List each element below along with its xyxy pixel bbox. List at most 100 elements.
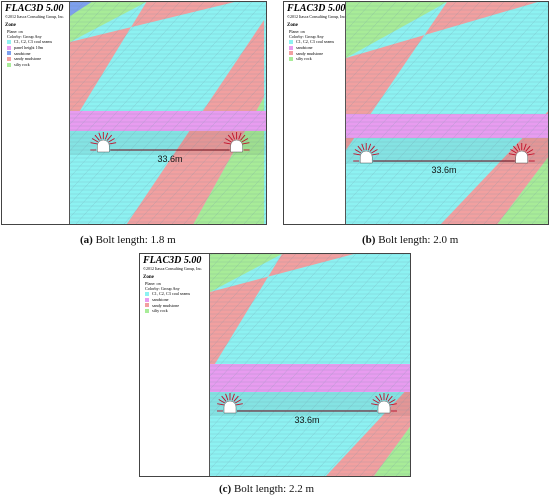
zone-heading: Zone — [5, 23, 16, 28]
legend-swatch — [289, 51, 293, 56]
rock-bolt — [525, 145, 531, 152]
colorby-text: Colorby: Group Any — [7, 34, 42, 40]
legend-swatch — [289, 40, 293, 45]
rock-bolt — [234, 399, 242, 404]
rock-bolt — [372, 153, 380, 156]
rock-bolt — [225, 138, 232, 143]
sandy-mudstone-band — [326, 386, 410, 476]
legend-entry: silty rock — [2, 62, 69, 68]
caption-text: Bolt length: 2.0 m — [375, 234, 459, 246]
span-label: 33.6m — [157, 154, 182, 164]
rock-bolt — [231, 393, 235, 401]
rock-bolt — [238, 132, 242, 140]
panel-a: FLAC3D 5.00 ©2012 Itasca Consulting Grou… — [1, 1, 267, 225]
legend-label: sandy mudstone — [296, 50, 324, 56]
rock-bolt — [388, 399, 396, 404]
legend-entry: sandstone — [2, 51, 69, 57]
sandstone-area — [70, 2, 92, 16]
legend-label: silty rock — [14, 61, 30, 67]
excavation-zone — [346, 138, 548, 164]
simulation-view: 33.6m — [70, 2, 266, 224]
sandy-mudstone-band — [346, 2, 538, 150]
legend-box: FLAC3D 5.00 ©2012 Itasca Consulting Grou… — [2, 2, 70, 224]
legend-items: C1, C2, C3 coal seams sandstone sandy muds… — [140, 291, 209, 313]
span-label: 33.6m — [431, 165, 456, 175]
tunnel-opening — [223, 400, 237, 414]
rock-bolt — [353, 153, 361, 156]
rock-bolt — [235, 403, 243, 406]
legend-swatch — [7, 51, 11, 56]
rock-bolt — [98, 132, 102, 140]
legend-label: sandy mudstone — [152, 302, 180, 308]
model-diagram: 33.6m — [70, 2, 266, 224]
legend-swatch — [7, 56, 11, 61]
legend-entry: panel height 10m — [2, 45, 69, 51]
legend-swatch — [7, 40, 11, 45]
rock-bolt — [510, 149, 517, 154]
rock-bolt — [233, 395, 239, 402]
copyright-text: ©2012 Itasca Consulting Group, Inc. — [143, 266, 203, 271]
span-label: 33.6m — [294, 415, 319, 425]
caption-b: (b) Bolt length: 2.0 m — [362, 234, 458, 246]
rock-bolt — [526, 149, 534, 154]
legend-swatch — [145, 303, 149, 308]
rock-bolt — [367, 143, 372, 151]
rock-bolt — [227, 134, 234, 141]
legend-entry: sandstone — [284, 45, 345, 51]
tunnel-opening — [360, 150, 373, 164]
legend-entry: C1, C2, C3 coal seams — [140, 291, 209, 297]
right-roadway — [371, 393, 397, 414]
caption-text: Bolt length: 2.2 m — [231, 483, 315, 495]
plane-text: Plane: on — [145, 281, 161, 286]
legend-label: C1, C2, C3 coal seams — [296, 39, 335, 45]
caption-c: (c) Bolt length: 2.2 m — [219, 483, 314, 495]
legend-label: panel height 10m — [14, 45, 44, 50]
rock-bolt — [90, 142, 98, 145]
rock-bolt — [240, 134, 246, 141]
caption-text: Bolt length: 1.8 m — [92, 234, 176, 246]
legend-box: FLAC3D 5.00 ©2012 Itasca Consulting Grou… — [140, 254, 210, 476]
model-diagram: 33.6m — [346, 2, 548, 224]
legend-swatch — [145, 292, 149, 297]
mesh-grid — [70, 2, 266, 224]
legend-swatch — [145, 308, 149, 313]
rock-bolt — [369, 145, 375, 152]
legend-label: C1, C2, C3 coal seams — [14, 39, 53, 45]
tunnel-opening — [377, 400, 391, 414]
mesh-grid — [210, 254, 410, 476]
simulation-view: 33.6m — [210, 254, 410, 476]
copyright-text: ©2012 Itasca Consulting Group, Inc. — [5, 14, 65, 19]
legend-entry: sandstone — [140, 297, 209, 303]
caption-label: (a) — [80, 234, 93, 246]
model-diagram: 33.6m — [210, 254, 410, 476]
rock-bolt — [375, 395, 381, 402]
legend-entry: silty rock — [284, 56, 345, 62]
panel-b: FLAC3D 5.00 ©2012 Itasca Consulting Grou… — [283, 1, 549, 225]
legend-label: sandstone — [14, 50, 31, 56]
rock-bolt — [516, 143, 521, 151]
colorby-text: Colorby: Group Any — [289, 34, 324, 40]
panel-c: FLAC3D 5.00 ©2012 Itasca Consulting Grou… — [139, 253, 411, 477]
tunnel-opening — [515, 150, 528, 164]
rock-bolt — [379, 393, 383, 401]
legend-entry: sandy mudstone — [284, 51, 345, 57]
simulation-view: 33.6m — [346, 2, 548, 224]
rock-bolt — [527, 153, 535, 156]
rock-bolt — [217, 403, 225, 406]
sandy-mudstone-band — [210, 254, 354, 372]
legend-entry: C1, C2, C3 coal seams — [2, 39, 69, 45]
rock-bolt — [361, 143, 365, 151]
rock-bolt — [108, 138, 115, 143]
legend-swatch — [145, 297, 149, 302]
caption-label: (c) — [219, 483, 232, 495]
tunnel-opening — [230, 139, 243, 153]
rock-bolt — [372, 399, 380, 404]
legend-entry: sandy mudstone — [2, 56, 69, 62]
zone-heading: Zone — [143, 275, 154, 280]
rock-bolt — [513, 145, 519, 152]
caption-label: (b) — [362, 234, 376, 246]
rock-bolt — [94, 134, 100, 141]
rock-bolt — [354, 149, 362, 154]
version-title: FLAC3D 5.00 — [143, 255, 202, 266]
version-title: FLAC3D 5.00 — [287, 3, 346, 14]
